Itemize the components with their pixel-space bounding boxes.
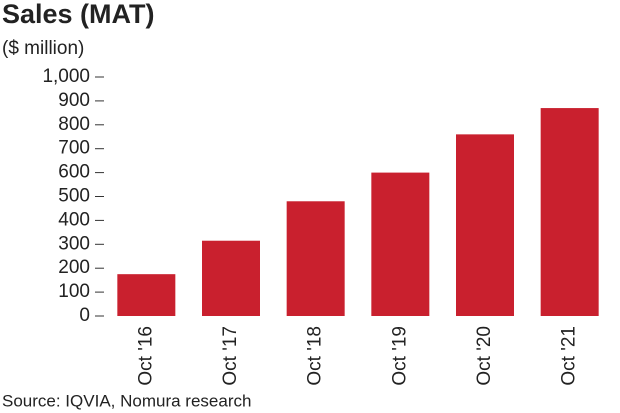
chart-title: Sales (MAT)	[2, 0, 155, 29]
y-tick-label: 500	[58, 186, 90, 207]
bar	[117, 274, 176, 316]
y-tick-label: 100	[58, 281, 90, 302]
bar	[540, 108, 599, 316]
y-tick-label: 1,000	[42, 66, 90, 87]
x-tick-label: Oct '17	[220, 326, 241, 386]
bar	[286, 201, 345, 316]
y-tick-label: 800	[58, 114, 90, 135]
y-tick-label: 400	[58, 209, 90, 230]
y-tick-label: 300	[58, 233, 90, 254]
bar	[456, 134, 514, 316]
y-tick-label: 200	[58, 257, 90, 278]
x-tick-label: Oct '19	[389, 326, 410, 386]
bar	[371, 172, 430, 316]
y-tick-label: 0	[79, 305, 90, 326]
x-tick-label: Oct '21	[559, 326, 580, 386]
x-tick-label: Oct '16	[135, 326, 156, 386]
y-tick-label: 600	[58, 162, 90, 183]
source-note: Source: IQVIA, Nomura research	[2, 391, 251, 410]
bar	[202, 240, 260, 316]
chart-subtitle: ($ million)	[2, 38, 84, 59]
x-tick-label: Oct '20	[474, 326, 495, 386]
x-tick-label: Oct '18	[305, 326, 326, 386]
y-tick-label: 900	[58, 90, 90, 111]
y-tick-label: 700	[58, 138, 90, 159]
